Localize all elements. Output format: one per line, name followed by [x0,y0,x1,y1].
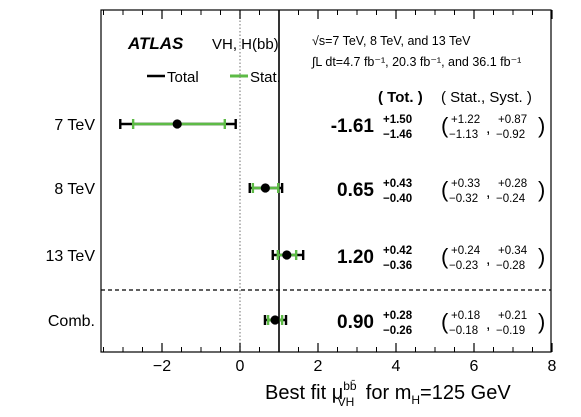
column-header-total: ( Tot. ) [378,89,423,106]
energy-label: √s=7 TeV, 8 TeV, and 13 TeV [312,34,471,48]
row-label-13-tev: 13 TeV [45,248,95,265]
paren-close-8-tev: ) [538,177,545,202]
paren-open-13-tev: ( [441,244,449,269]
stat-up-13-tev: +0.24 [451,245,481,257]
total-down-comb: −0.26 [383,325,412,337]
total-down-7-tev: −1.46 [383,129,412,141]
x-axis-label-sup: bb̄ [343,379,357,393]
point-marker-13-tev [282,250,292,260]
total-up-8-tev: +0.43 [383,178,412,190]
value-13-tev: 1.20 [337,247,374,268]
row-label-8-tev: 8 TeV [54,181,95,198]
comma-13-tev: , [486,251,490,268]
atlas-label: ATLAS [127,34,184,53]
total-up-comb: +0.28 [383,310,413,322]
stat-up-8-tev: +0.33 [451,178,480,190]
point-marker-8-tev [260,183,270,193]
syst-up-13-tev: +0.34 [498,245,528,257]
x-axis-label-mh-sub: H [411,393,420,407]
syst-up-comb: +0.21 [498,310,527,322]
lumi-label: ∫L dt=4.7 fb⁻¹, 20.3 fb⁻¹, and 36.1 fb⁻¹ [311,55,521,69]
paren-open-8-tev: ( [441,177,449,202]
value-8-tev: 0.65 [337,180,374,201]
stat-down-8-tev: −0.32 [449,193,478,205]
stat-up-7-tev: +1.22 [451,114,480,126]
x-axis-label-sub: VH [338,395,355,409]
paren-open-comb: ( [441,309,449,334]
comma-comb: , [486,316,490,333]
legend-stat-label: Stat. [250,69,281,86]
paren-open-7-tev: ( [441,113,449,138]
x-tick-label-0: −2 [153,358,171,375]
stat-up-comb: +0.18 [451,310,480,322]
total-up-13-tev: +0.42 [383,245,412,257]
stat-down-13-tev: −0.23 [449,260,478,272]
paren-close-comb: ) [538,309,545,334]
paren-close-7-tev: ) [538,113,545,138]
row-label-comb: Comb. [48,313,95,330]
x-axis-label-mid: for m [360,382,411,404]
syst-down-comb: −0.19 [496,325,525,337]
stat-down-7-tev: −1.13 [449,129,478,141]
x-axis-label-prefix: Best fit μ [265,382,343,404]
column-header-stat-syst: ( Stat., Syst. ) [441,89,532,106]
point-marker-7-tev [172,119,182,129]
total-down-8-tev: −0.40 [383,193,412,205]
value-7-tev: -1.61 [331,116,375,137]
comma-8-tev: , [486,184,490,201]
x-tick-label-3: 4 [392,358,401,375]
syst-down-7-tev: −0.92 [496,129,525,141]
x-tick-label-4: 6 [470,358,479,375]
point-marker-comb [270,315,280,325]
x-axis-label: Best fit μbb̄ VH for mH=125 GeV [265,379,511,409]
row-label-7-tev: 7 TeV [54,117,95,134]
x-tick-label-2: 2 [314,358,323,375]
comma-7-tev: , [486,120,490,137]
process-label: VH, H(bb) [212,36,279,53]
stat-down-comb: −0.18 [449,325,478,337]
x-axis-label-suffix: =125 GeV [420,382,511,404]
syst-down-8-tev: −0.24 [496,193,526,205]
legend-total-label: Total [167,69,199,86]
syst-up-8-tev: +0.28 [498,178,527,190]
total-up-7-tev: +1.50 [383,114,412,126]
x-tick-label-1: 0 [236,358,245,375]
paren-close-13-tev: ) [538,244,545,269]
plot-frame [100,9,552,353]
total-down-13-tev: −0.36 [383,260,412,272]
syst-up-7-tev: +0.87 [498,114,527,126]
syst-down-13-tev: −0.28 [496,260,525,272]
x-tick-label-5: 8 [548,358,557,375]
value-comb: 0.90 [337,312,374,333]
